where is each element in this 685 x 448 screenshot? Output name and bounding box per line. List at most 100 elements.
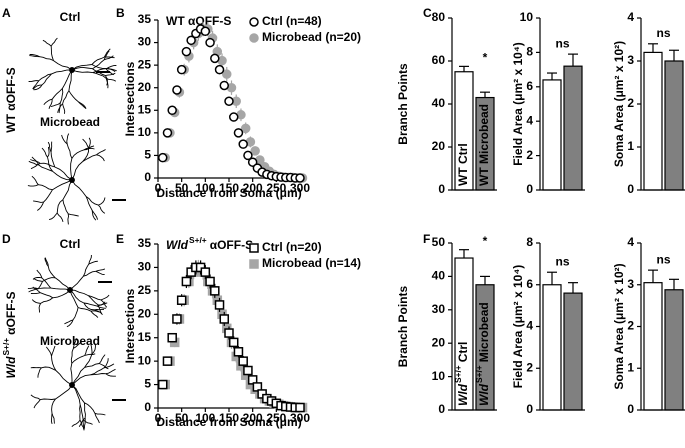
y-axis-label: Field Area (μm² x 10⁴)	[511, 265, 525, 389]
dendrite	[87, 295, 99, 306]
dendrite	[90, 367, 105, 376]
drawing-label: Ctrl	[60, 237, 81, 251]
dendrite	[72, 307, 79, 321]
data-point	[238, 139, 248, 149]
dendrite	[85, 196, 93, 211]
dendrite	[38, 73, 52, 82]
dendrite	[94, 413, 100, 424]
x-tick-label: 0	[155, 411, 162, 425]
bar-label: WT Ctrl	[456, 143, 470, 186]
data-point	[200, 26, 211, 37]
dendrite	[42, 39, 52, 47]
dendrite	[61, 134, 68, 145]
bar-label: WldS+/+ Ctrl	[453, 342, 470, 406]
dendrite	[90, 373, 106, 376]
y-tick-label: 0	[438, 182, 445, 196]
dendrite	[30, 162, 41, 170]
dendrite	[40, 398, 56, 401]
data-point	[181, 276, 192, 287]
y-tick-label: 8	[526, 235, 533, 249]
dendrite	[92, 72, 107, 79]
dendrite	[84, 417, 86, 429]
data-point	[228, 337, 239, 348]
y-axis-label: Intersections	[123, 288, 137, 363]
dendrite	[47, 141, 52, 153]
dendrite	[50, 287, 71, 291]
x-tick-label: 50	[175, 181, 189, 195]
dendrite	[66, 133, 70, 145]
dendrite	[70, 348, 74, 364]
y-tick-label: 10	[138, 125, 152, 139]
y-tick-label: 30	[138, 260, 152, 274]
dendrite	[78, 101, 87, 109]
data-point	[295, 173, 305, 183]
bar-label-part: S+/+	[474, 365, 484, 383]
data-point	[200, 267, 211, 277]
panel-letter: A	[2, 6, 11, 20]
dendrite	[29, 55, 40, 58]
soma	[69, 177, 75, 183]
data-point	[295, 402, 305, 413]
y-tick-label: 15	[138, 330, 152, 344]
dendrite	[72, 338, 78, 349]
dendrite	[40, 297, 54, 304]
dendrite	[64, 319, 74, 325]
y-tick-label: 4	[627, 10, 634, 24]
dendrite	[50, 37, 58, 47]
bar-label-part: Microbead	[477, 302, 491, 362]
y-tick-label: 0	[627, 182, 634, 196]
axes	[451, 18, 497, 191]
dendrite	[98, 302, 108, 306]
bar	[664, 289, 684, 411]
chart-title-part: S+/+	[189, 235, 207, 245]
dendrite	[83, 270, 96, 277]
data-point	[210, 53, 220, 64]
dendrite	[38, 303, 42, 313]
soma	[67, 287, 73, 293]
data-point	[219, 314, 230, 324]
dendrite	[70, 158, 73, 181]
dendrite	[105, 368, 116, 375]
y-tick-label: 15	[138, 102, 152, 116]
dendrite	[50, 102, 61, 108]
dendrite	[68, 90, 79, 103]
x-tick-label: 250	[266, 411, 286, 425]
legend-label: Microbead (n=20)	[262, 30, 361, 44]
dendrite	[84, 363, 100, 368]
dendrite	[105, 75, 108, 86]
dendrite	[99, 363, 109, 370]
y-tick-label: 4	[526, 113, 533, 127]
y-axis-label: Soma Area (μm² x 10²)	[612, 41, 626, 167]
data-point	[176, 64, 187, 75]
dendrite	[71, 384, 85, 404]
dendrite	[43, 189, 53, 203]
dendrite	[66, 143, 73, 159]
x-axis-label: Distance from Soma (μm)	[156, 186, 301, 200]
dendrite	[32, 84, 43, 90]
dendrite	[95, 270, 105, 275]
y-tick-label: 40	[432, 269, 446, 283]
dendrite	[28, 287, 38, 293]
dendrite	[33, 278, 43, 282]
y-tick-label: 4	[526, 319, 533, 333]
bar-label: WldS+/+ Microbead	[474, 302, 491, 406]
bar-label-part: Ctrl	[456, 342, 470, 363]
dendrite	[88, 295, 102, 301]
dendrite	[79, 404, 81, 421]
dendrite	[40, 292, 54, 299]
dendrite	[103, 50, 110, 60]
drawing-label: Microbead	[40, 115, 100, 129]
dendrite	[56, 199, 64, 214]
y-tick-label: 2	[526, 360, 533, 374]
chart-title-part: αOFF-S	[210, 238, 253, 252]
data-point	[181, 46, 192, 57]
dendrite	[91, 64, 106, 70]
y-tick-label: 80	[432, 10, 446, 24]
y-tick-label: 25	[138, 283, 152, 297]
dendrite	[62, 199, 69, 215]
dendrite	[98, 354, 106, 364]
dendrite	[92, 59, 105, 70]
dendrite	[71, 419, 81, 427]
dendrite	[31, 175, 39, 185]
